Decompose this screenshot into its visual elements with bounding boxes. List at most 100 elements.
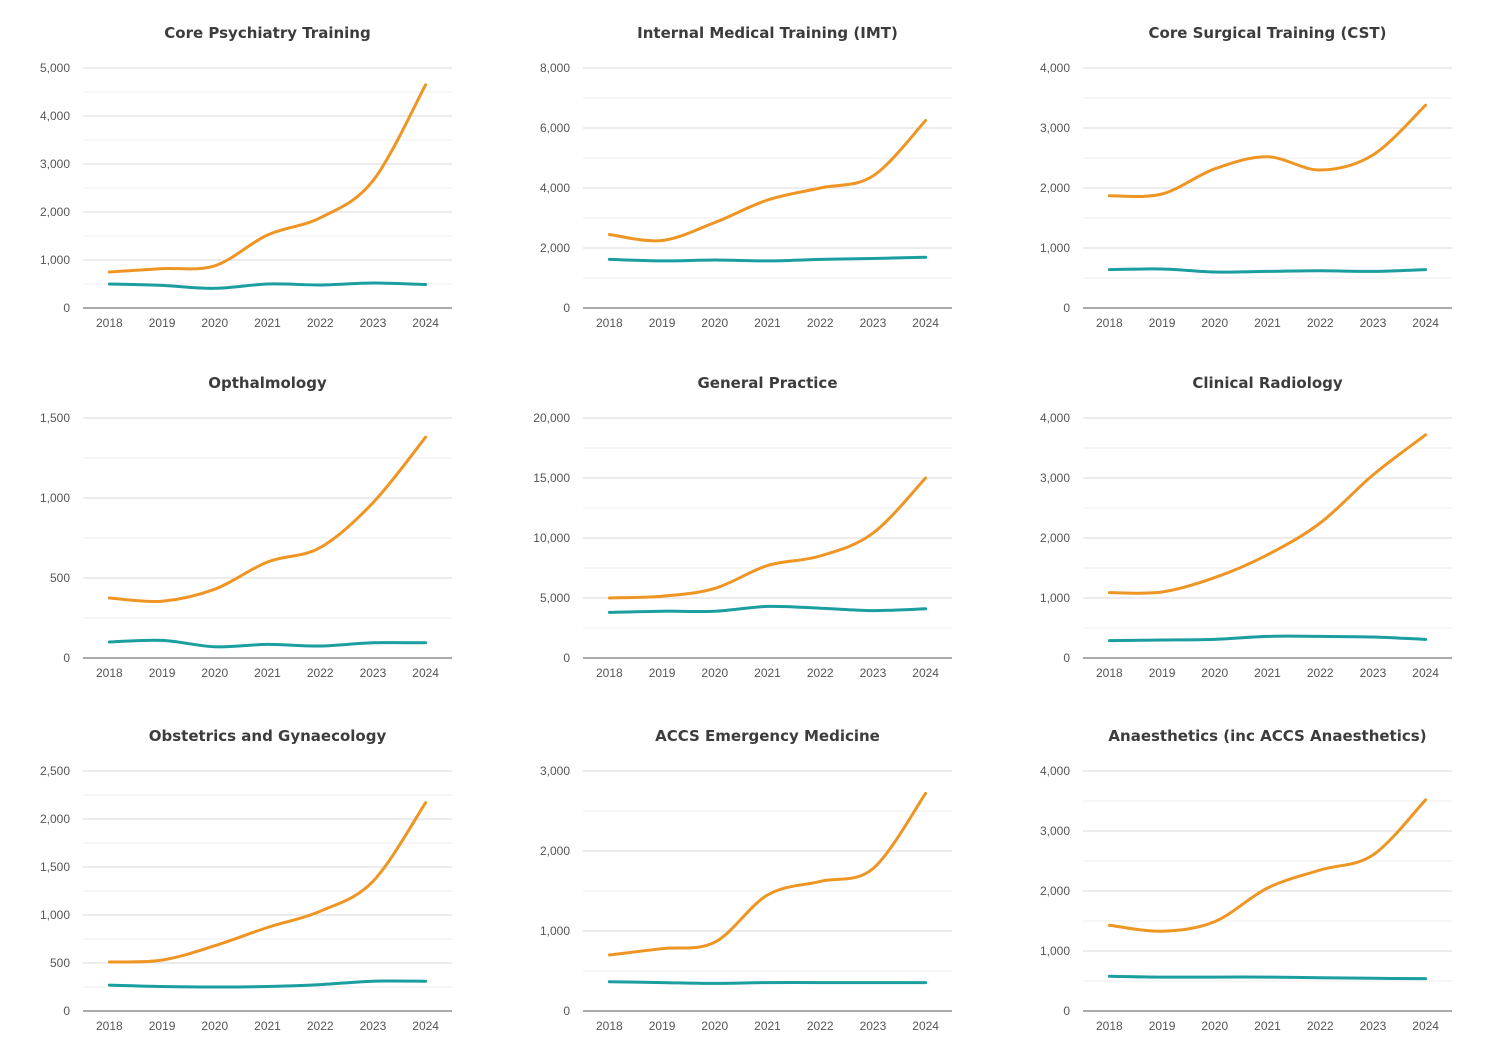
chart-panel-clinical-radiology: Clinical Radiology 0 1,000 2,000 3,000 4,000 2… (1000, 350, 1500, 700)
x-tick-label: 2020 (201, 666, 228, 680)
y-tick-label: 0 (63, 301, 70, 315)
x-tick-label: 2023 (1360, 1019, 1387, 1033)
chart-title: Anaesthetics (inc ACCS Anaesthetics) (1108, 727, 1426, 745)
x-tick-label: 2020 (701, 666, 728, 680)
y-tick-label: 500 (50, 956, 70, 970)
chart-title: General Practice (697, 374, 837, 392)
chart-panel-anaesthetics: Anaesthetics (inc ACCS Anaesthetics) 0 1,0… (1000, 703, 1500, 1053)
y-tick-label: 2,000 (540, 844, 570, 858)
y-tick-label: 5,000 (540, 591, 570, 605)
series-line-1 (1107, 634, 1428, 643)
series-line-1 (107, 638, 428, 649)
y-tick-label: 1,000 (540, 924, 570, 938)
x-tick-label: 2018 (596, 1019, 623, 1033)
x-tick-label: 2024 (412, 316, 439, 330)
y-tick-label: 1,000 (1040, 241, 1070, 255)
y-tick-label: 2,000 (540, 241, 570, 255)
y-tick-label: 15,000 (533, 471, 570, 485)
x-tick-label: 2024 (1412, 666, 1439, 680)
x-tick-label: 2019 (649, 666, 676, 680)
chart-panel-obstetrics: Obstetrics and Gynaecology 0 500 1,000 1,500… (0, 703, 500, 1053)
chart-panel-core-psychiatry: Core Psychiatry Training 0 1,000 2,000 3,000… (0, 0, 500, 350)
y-tick-label: 1,000 (40, 908, 70, 922)
x-tick-label: 2021 (254, 666, 281, 680)
x-tick-label: 2021 (1254, 1019, 1281, 1033)
y-tick-label: 3,000 (40, 157, 70, 171)
series-line-1 (607, 604, 928, 614)
series-line-1 (607, 255, 928, 263)
x-tick-label: 2022 (807, 316, 834, 330)
y-tick-label: 3,000 (1040, 471, 1070, 485)
x-tick-label: 2022 (307, 1019, 334, 1033)
x-tick-label: 2020 (201, 316, 228, 330)
y-tick-label: 20,000 (533, 411, 570, 425)
series-line-0 (607, 119, 928, 243)
y-tick-label: 0 (1063, 1004, 1070, 1018)
chart-panel-imt: Internal Medical Training (IMT) 0 2,000 4,0… (500, 0, 1000, 350)
chart-svg: Opthalmology 0 500 1,000 1,500 2018 2019 2020 20… (40, 374, 452, 680)
series-line-1 (1107, 974, 1428, 981)
x-tick-label: 2023 (860, 316, 887, 330)
x-tick-label: 2021 (254, 316, 281, 330)
chart-title: Internal Medical Training (IMT) (637, 24, 898, 42)
x-tick-label: 2023 (1360, 666, 1387, 680)
chart-title: Obstetrics and Gynaecology (149, 727, 387, 745)
y-tick-label: 3,000 (540, 764, 570, 778)
y-tick-label: 1,500 (40, 411, 70, 425)
chart-panel-accs-em: ACCS Emergency Medicine 0 1,000 2,000 3,000 2… (500, 703, 1000, 1053)
y-tick-label: 3,000 (1040, 121, 1070, 135)
y-tick-label: 1,000 (40, 491, 70, 505)
x-tick-label: 2018 (96, 1019, 123, 1033)
x-tick-label: 2021 (754, 1019, 781, 1033)
x-tick-label: 2024 (912, 316, 939, 330)
x-tick-label: 2020 (701, 316, 728, 330)
chart-svg: Core Psychiatry Training 0 1,000 2,000 3,000… (40, 24, 452, 330)
x-tick-label: 2023 (360, 666, 387, 680)
x-tick-label: 2022 (807, 1019, 834, 1033)
y-tick-label: 0 (563, 301, 570, 315)
x-tick-label: 2021 (1254, 316, 1281, 330)
y-tick-label: 2,000 (40, 812, 70, 826)
x-tick-label: 2018 (96, 316, 123, 330)
series-line-0 (1107, 433, 1428, 595)
y-tick-label: 2,500 (40, 764, 70, 778)
y-tick-label: 0 (563, 651, 570, 665)
x-tick-label: 2018 (596, 316, 623, 330)
x-tick-label: 2018 (596, 666, 623, 680)
x-tick-label: 2022 (307, 316, 334, 330)
y-tick-label: 4,000 (1040, 61, 1070, 75)
chart-svg: ACCS Emergency Medicine 0 1,000 2,000 3,000 2… (540, 727, 952, 1033)
y-tick-label: 2,000 (1040, 531, 1070, 545)
x-tick-label: 2020 (701, 1019, 728, 1033)
series-line-0 (107, 801, 428, 964)
x-tick-label: 2020 (1201, 666, 1228, 680)
x-tick-label: 2024 (912, 1019, 939, 1033)
y-tick-label: 2,000 (1040, 884, 1070, 898)
chart-title: Clinical Radiology (1192, 374, 1343, 392)
x-tick-label: 2019 (149, 666, 176, 680)
x-tick-label: 2020 (201, 1019, 228, 1033)
x-tick-label: 2021 (254, 1019, 281, 1033)
x-tick-label: 2021 (1254, 666, 1281, 680)
y-tick-label: 2,000 (1040, 181, 1070, 195)
x-tick-label: 2023 (860, 666, 887, 680)
x-tick-label: 2023 (860, 1019, 887, 1033)
x-tick-label: 2018 (1096, 1019, 1123, 1033)
chart-svg: Obstetrics and Gynaecology 0 500 1,000 1,500… (40, 727, 452, 1033)
chart-title: Opthalmology (208, 374, 327, 392)
y-tick-label: 0 (63, 651, 70, 665)
y-tick-label: 1,000 (40, 253, 70, 267)
series-line-0 (1107, 798, 1428, 933)
x-tick-label: 2022 (307, 666, 334, 680)
y-tick-label: 4,000 (540, 181, 570, 195)
y-tick-label: 8,000 (540, 61, 570, 75)
series-line-1 (607, 980, 928, 985)
x-tick-label: 2019 (649, 1019, 676, 1033)
y-tick-label: 2,000 (40, 205, 70, 219)
x-tick-label: 2019 (1149, 1019, 1176, 1033)
y-tick-label: 4,000 (40, 109, 70, 123)
series-line-0 (607, 791, 928, 957)
series-line-1 (107, 979, 428, 989)
y-tick-label: 1,000 (1040, 591, 1070, 605)
x-tick-label: 2020 (1201, 1019, 1228, 1033)
